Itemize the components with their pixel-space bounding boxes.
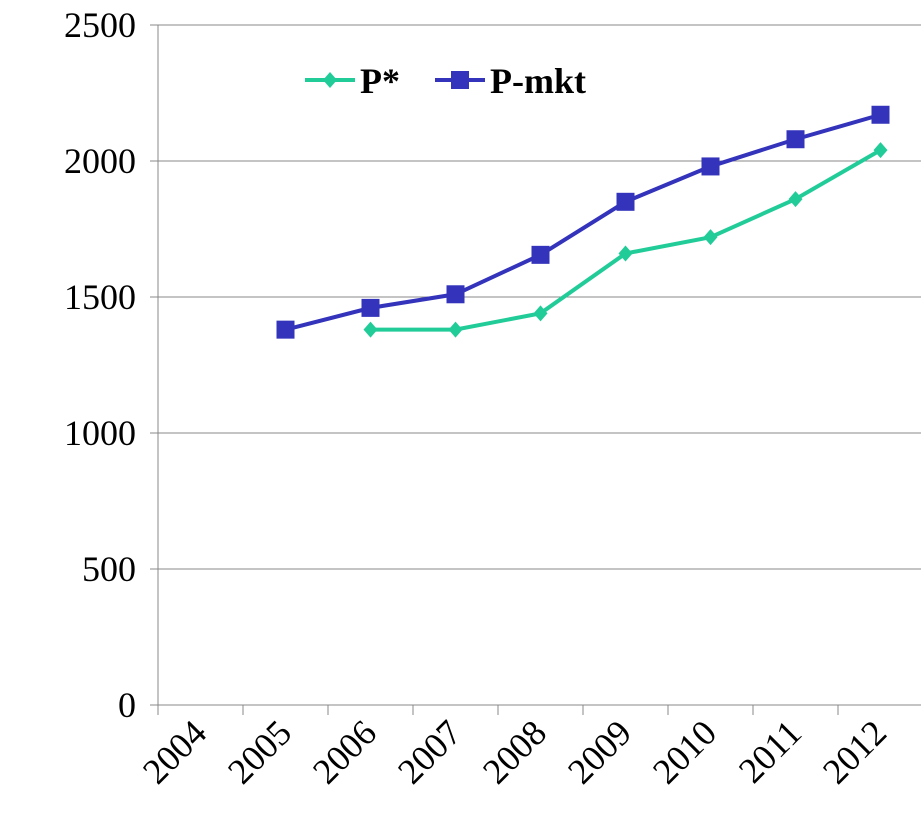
x-tick-label: 2004 <box>135 712 214 791</box>
x-tick-label: 2008 <box>475 712 554 791</box>
marker <box>703 229 718 246</box>
series-line <box>285 112 882 332</box>
marker <box>873 142 888 159</box>
marker <box>788 191 803 208</box>
legend-label: P-mkt <box>490 61 586 101</box>
marker <box>531 245 550 264</box>
marker <box>451 71 469 89</box>
marker <box>323 72 337 88</box>
x-tick-label: 2006 <box>305 712 384 791</box>
x-tick-label: 2005 <box>220 712 299 791</box>
x-tick-label: 2010 <box>645 712 724 791</box>
y-tick-label: 2500 <box>64 5 136 45</box>
marker <box>448 321 463 338</box>
marker <box>616 192 635 211</box>
x-tick-label: 2011 <box>731 712 809 790</box>
marker <box>618 245 633 262</box>
x-tick-label: 2007 <box>390 712 469 791</box>
marker <box>361 298 380 317</box>
marker <box>871 105 890 124</box>
x-tick-label: 2009 <box>560 712 639 791</box>
marker <box>701 157 720 176</box>
legend-label: P* <box>360 61 400 101</box>
y-tick-label: 0 <box>118 685 136 725</box>
marker <box>363 321 378 338</box>
marker <box>786 130 805 149</box>
y-tick-label: 2000 <box>64 141 136 181</box>
marker <box>276 320 295 339</box>
y-tick-label: 500 <box>82 549 136 589</box>
x-tick-label: 2012 <box>815 712 894 791</box>
marker <box>446 285 465 304</box>
y-tick-label: 1000 <box>64 413 136 453</box>
y-tick-label: 1500 <box>64 277 136 317</box>
marker <box>533 305 548 322</box>
